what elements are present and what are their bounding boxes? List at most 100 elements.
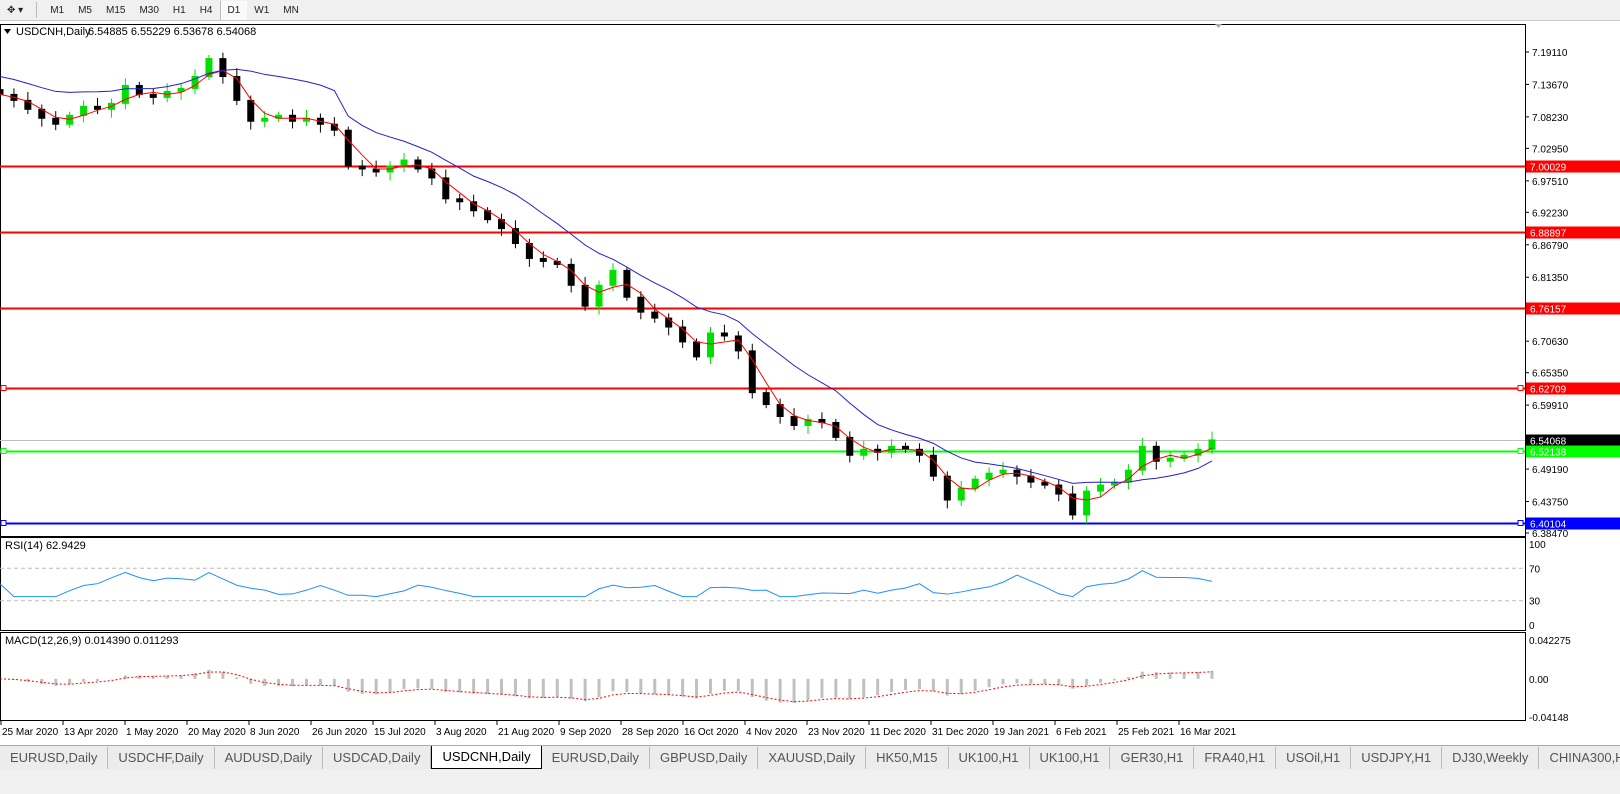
macd-label: MACD(12,26,9) 0.014390 0.011293 — [5, 635, 178, 647]
price-level-label: 6.76157 — [1530, 305, 1567, 316]
level-anchor-handle — [1517, 520, 1524, 526]
timeframe-mn[interactable]: MN — [283, 4, 299, 16]
chart-tab[interactable]: EURUSD,Daily — [0, 746, 109, 769]
fast-moving-average-line — [0, 70, 1213, 501]
candle-body — [679, 326, 687, 343]
time-tick-label: 20 May 2020 — [188, 727, 246, 738]
collapse-triangle-icon[interactable] — [4, 29, 11, 34]
timeframe-m1[interactable]: M1 — [50, 4, 65, 16]
candle-body — [121, 84, 129, 104]
candle-body — [595, 284, 603, 307]
candle-body — [511, 228, 519, 245]
candle-body — [985, 472, 993, 480]
price-chart[interactable]: 7.00029 6.88897 6.76157 6.62709 6.540686.521… — [0, 22, 1620, 742]
time-tick-label: 11 Dec 2020 — [870, 727, 926, 738]
main-pane — [0, 24, 1526, 537]
candle-body — [80, 105, 88, 116]
rsi-tick-label: 0 — [1529, 621, 1535, 632]
chart-tab[interactable]: UK100,H1 — [1030, 746, 1111, 769]
price-level-label: 6.54068 — [1530, 437, 1567, 448]
timeframe-m15[interactable]: M15 — [106, 4, 126, 16]
chart-tab[interactable]: GER30,H1 — [1110, 746, 1195, 769]
time-tick-label: 23 Nov 2020 — [808, 727, 865, 738]
chart-tab[interactable]: GBPUSD,Daily — [650, 746, 759, 769]
timeframe-m30[interactable]: M30 — [139, 4, 159, 16]
candle-body — [693, 341, 701, 358]
price-level-badge — [1526, 445, 1620, 458]
drawing-tools-dropdown[interactable]: ✥ ▾ — [7, 4, 24, 16]
timeframe-h4[interactable]: H4 — [199, 4, 213, 16]
time-tick-label: 16 Oct 2020 — [684, 727, 739, 738]
chart-tab[interactable]: USDJPY,H1 — [1351, 746, 1443, 769]
level-anchor-handle — [1517, 448, 1524, 454]
candle-body — [1138, 445, 1146, 471]
time-tick-label: 8 Jun 2020 — [250, 727, 300, 738]
candle-body — [943, 475, 951, 501]
time-tick-label: 4 Nov 2020 — [746, 727, 798, 738]
candle-body — [860, 448, 868, 456]
candle-body — [177, 87, 185, 92]
candle-body — [706, 332, 714, 358]
price-tick-label: 6.86790 — [1532, 241, 1569, 252]
time-tick-label: 26 Jun 2020 — [312, 727, 367, 738]
chart-tab[interactable]: AUDUSD,Daily — [215, 746, 324, 769]
chart-tab[interactable]: FRA40,H1 — [1194, 746, 1277, 769]
rsi-label: RSI(14) 62.9429 — [5, 540, 86, 552]
chart-tab[interactable]: XAUUSD,Daily — [758, 746, 867, 769]
time-tick-label: 31 Dec 2020 — [932, 727, 989, 738]
time-tick-label: 25 Feb 2021 — [1118, 727, 1175, 738]
candle-body — [832, 421, 840, 438]
candle-body — [442, 177, 450, 200]
candle-body — [539, 257, 547, 262]
level-anchor-handle — [0, 520, 7, 526]
time-tick-label: 25 Mar 2020 — [2, 727, 59, 738]
candle-body — [971, 478, 979, 489]
price-level-label: 6.62709 — [1530, 385, 1567, 396]
time-tick-label: 9 Sep 2020 — [560, 727, 612, 738]
chart-tab[interactable]: EURUSD,Daily — [542, 746, 650, 769]
candle-body — [470, 201, 478, 212]
chart-tab[interactable]: HK50,M15 — [866, 746, 949, 769]
price-tick-label: 6.43750 — [1532, 498, 1569, 509]
candle-body — [247, 99, 255, 122]
chart-tab[interactable]: UK100,H1 — [949, 746, 1030, 769]
slow-moving-average-line — [0, 68, 1213, 484]
price-level-label: 7.00029 — [1530, 163, 1567, 174]
price-tick-label: 6.81350 — [1532, 273, 1569, 284]
candle-body — [567, 263, 575, 286]
chart-tabs: EURUSD,Daily USDCHF,Daily AUDUSD,Daily USDC… — [0, 745, 1620, 769]
price-tick-label: 6.38470 — [1532, 529, 1569, 540]
chart-tab[interactable]: USDCAD,Daily — [323, 746, 432, 769]
rsi-pane — [0, 537, 1526, 631]
candle-body — [205, 58, 213, 78]
timeframe-m5[interactable]: M5 — [78, 4, 92, 16]
chart-window[interactable]: 7.00029 6.88897 6.76157 6.62709 6.54068 6.521… — [0, 22, 1620, 742]
price-tick-label: 6.65350 — [1532, 369, 1569, 380]
timeframe-d1[interactable]: D1 — [219, 0, 248, 20]
chart-tab[interactable]: CHINA300,H1 — [1539, 747, 1620, 769]
chart-tab[interactable]: USDCNH,Daily — [431, 746, 542, 769]
candle-body — [400, 159, 408, 167]
chart-tab[interactable]: USOil,H1 — [1276, 746, 1352, 769]
timeframe-h1[interactable]: H1 — [172, 4, 186, 16]
price-tick-label: 6.59910 — [1532, 401, 1569, 412]
candle-body — [233, 76, 241, 101]
time-tick-label: 15 Jul 2020 — [374, 727, 426, 738]
price-tick-label: 7.13670 — [1532, 80, 1569, 91]
chart-tab[interactable]: DJ30,Weekly — [1442, 746, 1540, 769]
price-tick-label: 6.97510 — [1532, 177, 1569, 188]
candle-body — [261, 117, 269, 122]
candle-body — [1208, 439, 1216, 450]
chart-shift-marker-icon — [1215, 24, 1222, 28]
candle-body — [957, 487, 965, 501]
rsi-tick-label: 30 — [1529, 597, 1541, 608]
price-level-badge — [1526, 434, 1620, 447]
chart-tab[interactable]: USDCHF,Daily — [108, 746, 215, 769]
time-tick-label: 6 Feb 2021 — [1056, 727, 1107, 738]
candle-body — [1097, 484, 1105, 492]
candle-body — [1166, 457, 1174, 462]
chart-header-symbol: USDCNH,Daily — [16, 26, 91, 38]
timeframe-w1[interactable]: W1 — [254, 4, 270, 16]
divider — [36, 2, 38, 18]
candle-body — [1194, 448, 1202, 456]
